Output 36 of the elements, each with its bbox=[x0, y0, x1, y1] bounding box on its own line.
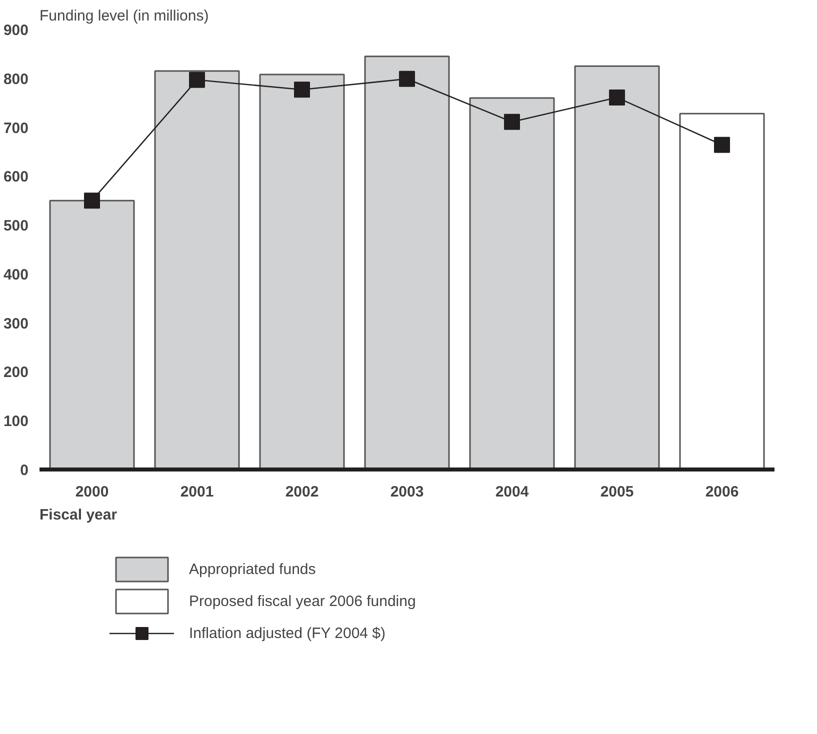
legend-label: Appropriated funds bbox=[189, 560, 316, 578]
legend-label: Proposed fiscal year 2006 funding bbox=[189, 592, 416, 610]
y-tick-label: 500 bbox=[3, 218, 29, 235]
bar bbox=[364, 56, 450, 470]
point bbox=[504, 114, 520, 130]
y-tick-label: 300 bbox=[3, 315, 29, 332]
y-tick-label: 100 bbox=[3, 413, 29, 430]
y-tick-label: 900 bbox=[3, 22, 29, 39]
point bbox=[399, 70, 415, 87]
point bbox=[294, 82, 310, 98]
point bbox=[609, 89, 625, 106]
legend-label: Inflation adjusted (FY 2004 $) bbox=[189, 624, 386, 642]
y-tick-label: 700 bbox=[3, 120, 29, 137]
x-tick-label: 2004 bbox=[495, 484, 530, 500]
x-tick-label: 2006 bbox=[705, 484, 739, 500]
chart-title: Funding level (in millions) bbox=[40, 8, 209, 24]
bar bbox=[574, 65, 660, 470]
y-tick-label: 800 bbox=[3, 70, 29, 88]
y-tick-label: 0 bbox=[20, 462, 28, 479]
x-tick-label: 2000 bbox=[75, 484, 109, 500]
point bbox=[714, 136, 730, 153]
x-tick-label: 2003 bbox=[390, 484, 424, 500]
y-tick-label: 400 bbox=[3, 266, 29, 284]
point bbox=[84, 192, 100, 209]
y-tick-label: 200 bbox=[3, 364, 29, 382]
x-tick-label: 2002 bbox=[285, 484, 319, 500]
x-axis-title: Fiscal year bbox=[40, 506, 118, 524]
x-tick-label: 2005 bbox=[600, 484, 634, 500]
bar bbox=[469, 97, 555, 470]
bar bbox=[49, 200, 135, 470]
x-tick-label: 2001 bbox=[180, 484, 214, 500]
y-tick-label: 600 bbox=[3, 168, 29, 186]
bar bbox=[154, 70, 240, 470]
bar bbox=[679, 112, 765, 470]
point bbox=[189, 72, 205, 88]
bar bbox=[259, 74, 345, 470]
